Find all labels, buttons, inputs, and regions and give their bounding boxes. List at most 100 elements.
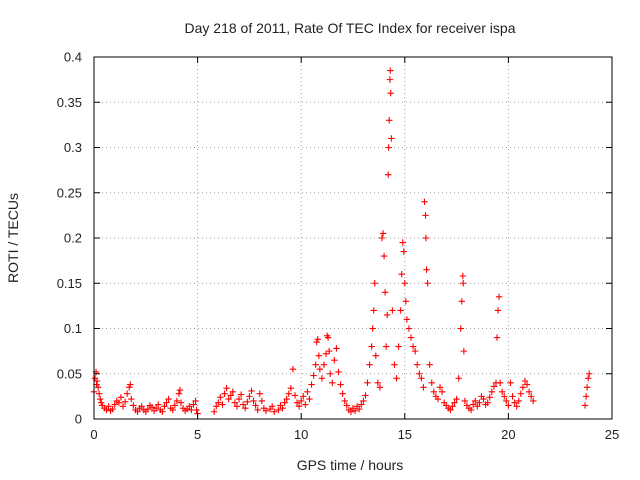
- data-point: [148, 404, 156, 411]
- data-point: [530, 397, 537, 405]
- data-point: [308, 381, 315, 388]
- data-point: [109, 405, 116, 413]
- x-tick-label: 25: [605, 427, 619, 442]
- data-point: [382, 343, 390, 350]
- data-point: [210, 408, 218, 415]
- data-point: [285, 390, 292, 397]
- data-point: [409, 343, 417, 350]
- data-point: [225, 395, 232, 403]
- data-point: [495, 293, 503, 301]
- data-point: [385, 144, 392, 151]
- ticks-layer: 0 5 10 15 20 25 0 0.05 0.1 0.15 0.2 0.25 0.3 0.35 0.4: [57, 50, 620, 443]
- data-point: [430, 388, 438, 396]
- data-point: [374, 379, 382, 386]
- data-point: [391, 361, 398, 368]
- data-point: [295, 403, 303, 410]
- data-point: [287, 385, 295, 392]
- data-point: [318, 375, 326, 382]
- data-point: [289, 366, 297, 373]
- data-point: [315, 352, 323, 359]
- data-point: [237, 391, 245, 398]
- data-point: [460, 280, 467, 287]
- data-point: [227, 392, 234, 399]
- data-point: [250, 397, 257, 405]
- data-point: [159, 408, 166, 415]
- data-point: [300, 393, 307, 400]
- data-point: [422, 234, 430, 242]
- data-point: [399, 239, 406, 246]
- data-point: [302, 401, 309, 408]
- data-point: [509, 393, 516, 400]
- x-tick-label: 5: [194, 427, 201, 442]
- data-point: [457, 325, 464, 332]
- data-point: [223, 385, 230, 392]
- data-point: [339, 390, 346, 397]
- data-point: [438, 388, 446, 396]
- data-point: [155, 401, 162, 408]
- data-point: [98, 399, 105, 406]
- data-point: [517, 390, 525, 397]
- data-point: [93, 377, 101, 385]
- data-point: [434, 395, 442, 403]
- data-point: [405, 325, 413, 332]
- data-point: [378, 234, 386, 242]
- data-point: [402, 298, 410, 305]
- data-point: [507, 379, 514, 386]
- data-point: [461, 397, 469, 405]
- data-point: [447, 406, 454, 414]
- data-point: [95, 390, 103, 397]
- data-point: [467, 406, 475, 414]
- data-point: [379, 230, 387, 237]
- data-point: [171, 402, 179, 409]
- data-point: [190, 401, 197, 408]
- y-tick-label: 0.35: [57, 95, 82, 110]
- data-point: [519, 384, 527, 391]
- data-point: [356, 405, 363, 413]
- data-point: [385, 171, 392, 178]
- data-point: [376, 384, 384, 391]
- data-point: [493, 334, 501, 341]
- data-point: [221, 390, 228, 397]
- data-point: [169, 406, 176, 414]
- data-point: [472, 397, 479, 405]
- data-point: [134, 408, 141, 415]
- y-tick-label: 0: [75, 412, 82, 427]
- data-point: [386, 117, 393, 124]
- data-point: [395, 343, 402, 350]
- data-point: [496, 379, 504, 386]
- data-point: [358, 401, 365, 408]
- data-point: [416, 370, 423, 377]
- data-point: [422, 212, 429, 219]
- data-point: [368, 343, 375, 350]
- data-point: [314, 336, 321, 343]
- data-point: [386, 76, 394, 83]
- data-point: [304, 388, 311, 396]
- data-point: [229, 388, 237, 396]
- data-point: [388, 135, 395, 142]
- x-tick-label: 0: [90, 427, 97, 442]
- data-point: [584, 375, 592, 382]
- x-axis-label: GPS time / hours: [297, 457, 404, 473]
- data-point: [121, 398, 129, 406]
- data-point: [515, 397, 522, 405]
- data-point: [414, 361, 421, 368]
- data-point: [351, 407, 359, 415]
- data-point: [115, 399, 123, 406]
- data-point: [474, 403, 481, 410]
- data-point: [400, 248, 407, 255]
- data-point: [123, 390, 131, 397]
- data-point: [387, 90, 394, 97]
- data-point: [494, 307, 502, 314]
- data-point: [256, 390, 263, 397]
- data-point: [498, 388, 506, 396]
- data-point: [453, 395, 460, 403]
- y-tick-label: 0.3: [64, 140, 82, 155]
- data-point: [369, 325, 376, 332]
- data-point: [281, 399, 288, 406]
- data-point: [333, 345, 340, 352]
- data-point: [242, 404, 249, 412]
- data-point: [371, 280, 378, 287]
- data-point: [586, 370, 593, 377]
- data-point: [362, 392, 369, 399]
